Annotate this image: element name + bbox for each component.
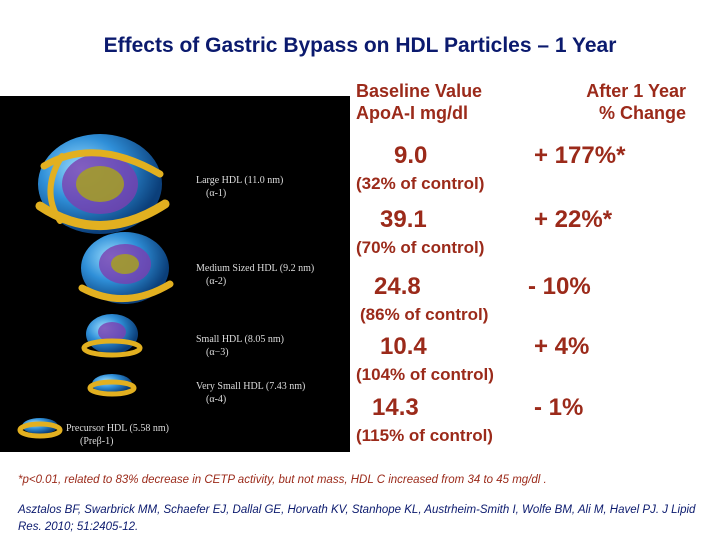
row5-change: - 1% bbox=[534, 394, 584, 421]
particle-label-precursor: Precursor HDL (5.58 nm) (Preβ-1) bbox=[66, 422, 169, 448]
row4-percent-control: (104% of control) bbox=[356, 365, 494, 384]
particle-name: Very Small HDL (7.43 nm) bbox=[196, 381, 306, 392]
particle-label-small: Small HDL (8.05 nm) (α−3) bbox=[196, 333, 284, 359]
row1-percent-control: (32% of control) bbox=[356, 174, 485, 193]
row5-percent-control: (115% of control) bbox=[356, 426, 493, 445]
row4-change: + 4% bbox=[534, 333, 590, 360]
after-header-line2: % Change bbox=[598, 103, 686, 123]
large-hdl-particle bbox=[35, 134, 170, 234]
particle-subclass: (α-1) bbox=[206, 188, 227, 199]
hdl-particle-image: Large HDL (11.0 nm) (α-1) Medium Sized H… bbox=[0, 96, 350, 452]
particle-subclass: (α-4) bbox=[206, 394, 227, 405]
particle-subclass: (α-2) bbox=[206, 276, 227, 287]
after-header: After 1 Year % Change bbox=[556, 80, 686, 124]
particle-label-large: Large HDL (11.0 nm) (α-1) bbox=[196, 174, 283, 200]
row2-change: + 22%* bbox=[534, 206, 613, 233]
particle-name: Precursor HDL (5.58 nm) bbox=[66, 423, 169, 434]
row4-baseline-value: 10.4 bbox=[380, 333, 427, 360]
particle-label-medium: Medium Sized HDL (9.2 nm) (α-2) bbox=[196, 262, 314, 288]
particle-subclass: (α−3) bbox=[206, 347, 229, 358]
precursor-hdl-particle bbox=[17, 418, 63, 439]
medium-hdl-particle bbox=[78, 232, 174, 304]
particle-name: Medium Sized HDL (9.2 nm) bbox=[196, 263, 315, 274]
row3-change: - 10% bbox=[528, 273, 591, 300]
row3-percent-control: (86% of control) bbox=[360, 305, 489, 324]
row3-baseline-value: 24.8 bbox=[374, 273, 421, 300]
after-header-line1: After 1 Year bbox=[586, 81, 686, 101]
very-small-hdl-particle bbox=[87, 374, 137, 397]
particle-name: Large HDL (11.0 nm) bbox=[196, 175, 284, 186]
row2-baseline-value: 39.1 bbox=[380, 206, 427, 233]
particle-subclass: (Preβ-1) bbox=[80, 436, 114, 447]
particle-name: Small HDL (8.05 nm) bbox=[196, 334, 284, 345]
row1-baseline-value: 9.0 bbox=[394, 142, 428, 169]
baseline-header: Baseline Value ApoA-I mg/dl bbox=[356, 80, 482, 124]
footnote: *p<0.01, related to 83% decrease in CETP… bbox=[18, 474, 547, 486]
slide-title: Effects of Gastric Bypass on HDL Particl… bbox=[103, 34, 617, 57]
row1-change: + 177%* bbox=[534, 142, 626, 169]
baseline-header-line2: ApoA-I mg/dl bbox=[356, 103, 468, 123]
baseline-header-line1: Baseline Value bbox=[356, 81, 483, 101]
particle-label-very-small: Very Small HDL (7.43 nm) (α-4) bbox=[196, 380, 305, 406]
citation-reference: Asztalos BF, Swarbrick MM, Schaefer EJ, … bbox=[18, 504, 696, 533]
small-hdl-particle bbox=[81, 314, 143, 358]
hdl-particles-illustration bbox=[17, 134, 174, 439]
row2-percent-control: (70% of control) bbox=[356, 238, 485, 257]
row5-baseline-value: 14.3 bbox=[372, 394, 419, 421]
